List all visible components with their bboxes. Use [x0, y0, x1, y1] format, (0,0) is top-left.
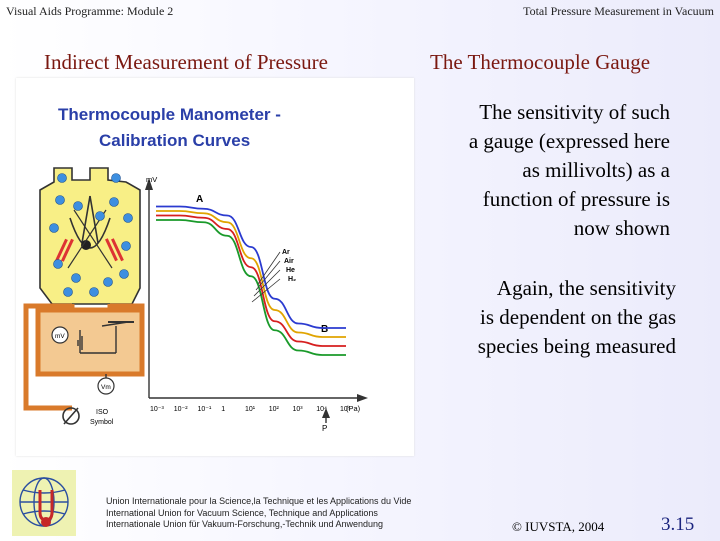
series-line-0 [155, 205, 346, 329]
gas-label: Air [284, 258, 294, 265]
meter-mv-label: mV [55, 333, 65, 340]
label-a: A [196, 194, 203, 205]
x-tick-label: 10⁻¹ [198, 406, 212, 413]
copyright: © IUVSTA, 2004 [512, 519, 605, 534]
slide-number: 3.15 [661, 514, 695, 535]
calibration-figure: Thermocouple Manometer - Calibration Cur… [23, 105, 368, 433]
x-tick-label: 10³ [293, 406, 304, 413]
figure-panel: Thermocouple Manometer - Calibration Cur… [16, 78, 414, 456]
para2-line: Again, the sensitivity [496, 276, 676, 300]
gas-label: Ar [282, 249, 290, 256]
header-right: Total Pressure Measurement in Vacuum [523, 4, 714, 18]
gas-leader-line [255, 260, 281, 291]
figure-title-line1: Thermocouple Manometer - [58, 105, 281, 124]
series-line-1 [156, 210, 346, 338]
gauge-bulb [39, 167, 141, 305]
para1-line: a gauge (expressed here [468, 129, 670, 153]
iso-symbol-icon [62, 407, 80, 425]
footer-line: Internationale Union für Vakuum-Forschun… [106, 519, 384, 529]
header-left: Visual Aids Programme: Module 2 [6, 4, 174, 18]
para1-line: now shown [573, 216, 670, 240]
x-tick-label: 1 [221, 406, 225, 413]
meter-vm-label: Vm [101, 384, 111, 391]
figure-title-line2: Calibration Curves [99, 131, 250, 150]
calibration-curves [155, 205, 346, 356]
x-tick-label: 10¹ [245, 406, 256, 413]
chart-axes [145, 178, 368, 423]
x-tick-label: 10² [269, 406, 280, 413]
slide-title-right: The Thermocouple Gauge [430, 50, 651, 74]
slide-title-left: Indirect Measurement of Pressure [44, 50, 328, 74]
footer-line: Union Internationale pour la Science,la … [106, 496, 412, 506]
x-tick-label: 10⁵ [340, 406, 351, 413]
meter-vm-icon [97, 377, 115, 395]
iso-label: ISO [96, 409, 109, 416]
gas-leader-line [253, 269, 281, 297]
footer-union-text: Union Internationale pour la Science,la … [106, 496, 411, 531]
para1-line: The sensitivity of such [479, 100, 670, 124]
series-line-2 [155, 214, 346, 347]
para2-line: species being measured [477, 334, 676, 358]
x-unit-label: (Pa) [346, 404, 361, 413]
x-tick-label: 10⁻³ [150, 406, 164, 413]
para2-line: is dependent on the gas [480, 305, 676, 329]
x-tick-label: 10⁴ [316, 406, 327, 413]
footer-line: International Union for Vacuum Science, … [106, 507, 378, 518]
label-b: B [321, 324, 328, 335]
y-axis-label: mV [146, 175, 157, 184]
gas-leader-line [257, 251, 281, 285]
para1-line: as millivolts) as a [522, 158, 670, 182]
symbol-label: Symbol [90, 419, 114, 426]
gas-label: H₂ [288, 276, 296, 283]
para1-line: function of pressure is [482, 187, 670, 211]
gas-leader-line [251, 278, 281, 303]
x-axis-label: P [322, 424, 327, 433]
paragraph-gas-species: Again, the sensitivity is dependent on t… [430, 274, 676, 361]
x-tick-labels: 10⁻³ 10⁻² 10⁻¹ 1 10¹ 10² 10³ 10⁴ 10⁵ [150, 406, 351, 413]
meter-mv-icon [51, 326, 69, 344]
x-tick-label: 10⁻² [174, 406, 188, 413]
gas-label: He [286, 267, 295, 274]
paragraph-sensitivity: The sensitivity of such a gauge (express… [428, 98, 670, 243]
gas-labels: Ar Air He H₂ [251, 249, 296, 303]
gauge-circuit [23, 303, 145, 411]
series-line-3 [156, 219, 346, 356]
iuvsta-logo [12, 470, 76, 536]
